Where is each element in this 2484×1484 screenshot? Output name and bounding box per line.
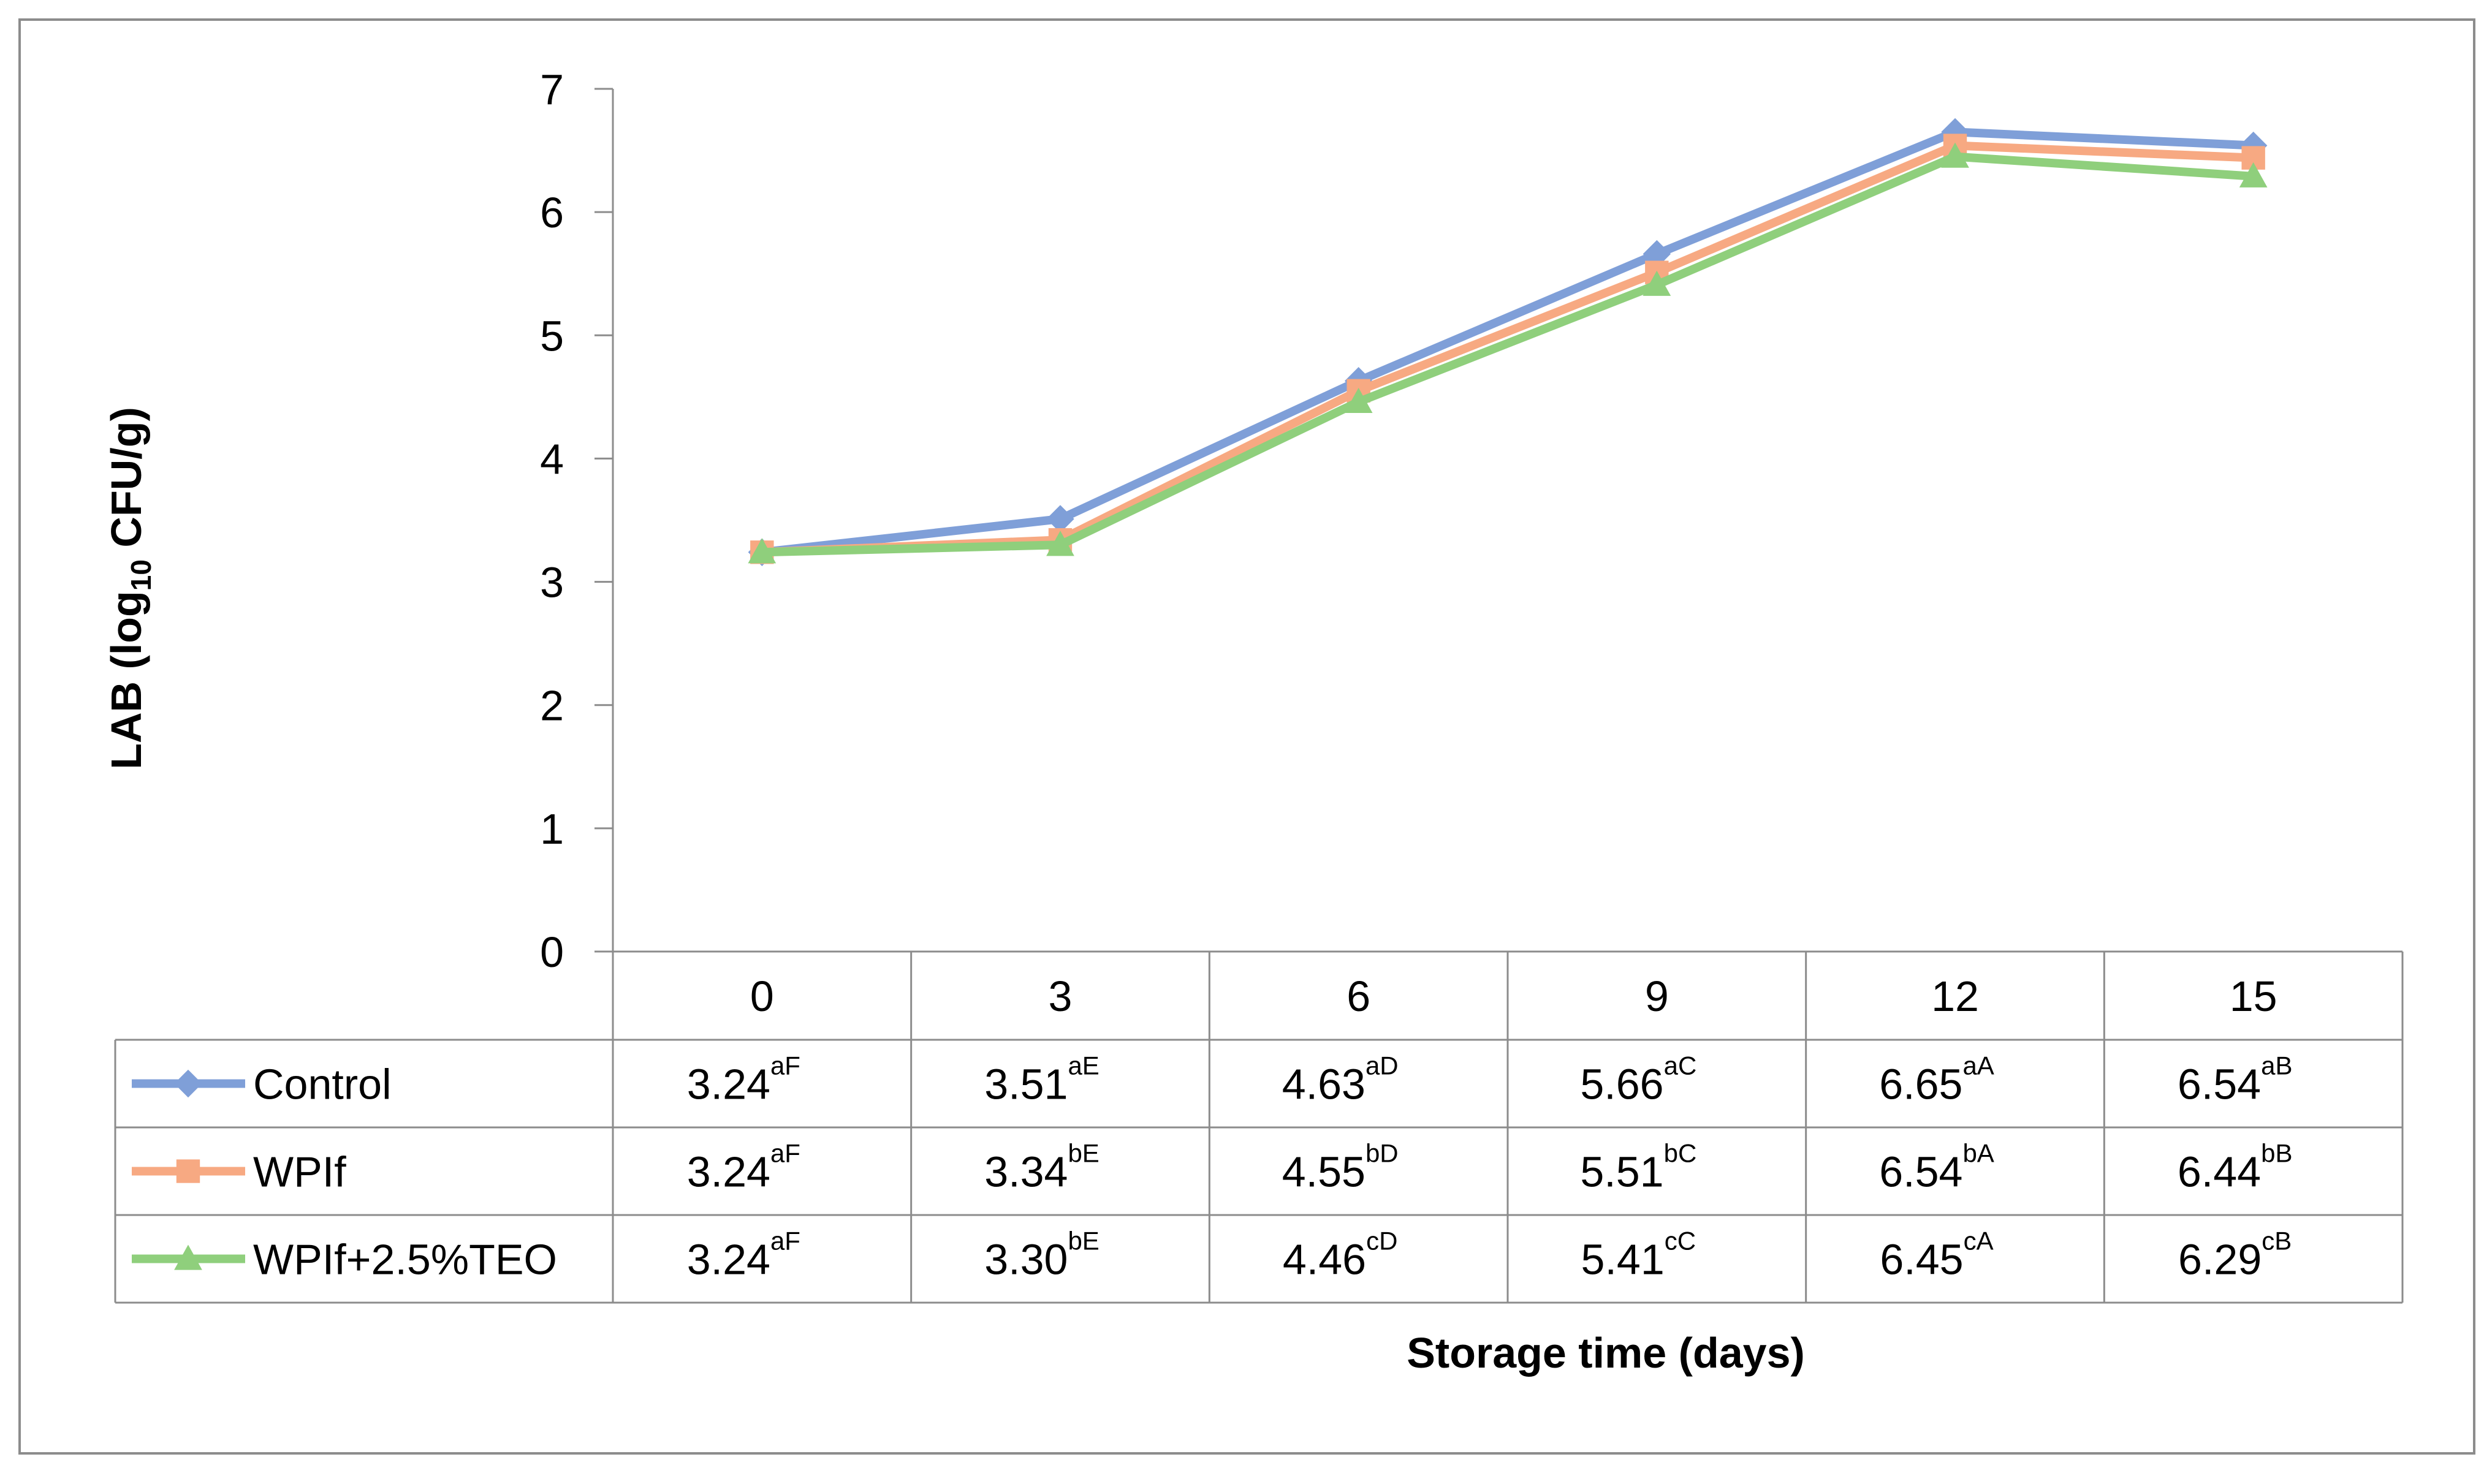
- data-label: 6.54bA: [1879, 1139, 1994, 1196]
- legend-marker: [174, 1244, 202, 1270]
- x-tick-label: 6: [1346, 972, 1370, 1020]
- x-tick-label: 15: [2230, 972, 2277, 1020]
- series-lines: [748, 118, 2268, 567]
- x-tick-label: 12: [1931, 972, 1979, 1020]
- data-label: 6.44bB: [2178, 1139, 2293, 1196]
- data-label: 4.55bD: [1282, 1139, 1399, 1196]
- y-axis-title: LAB (log10 CFU/g): [102, 407, 157, 770]
- data-table-grid: [114, 950, 2404, 1304]
- legend-entry: WPIf+2.5%TEO: [132, 1236, 557, 1284]
- data-label: 6.54aB: [2178, 1051, 2293, 1108]
- series-line: [761, 127, 2254, 557]
- y-tick-label: 0: [540, 928, 564, 976]
- y-tick-label: 6: [540, 189, 564, 237]
- data-label: 3.34bE: [984, 1139, 1100, 1196]
- data-label: 6.65aA: [1879, 1051, 1994, 1108]
- data-label: 3.24aF: [687, 1227, 800, 1284]
- legend-entry: Control: [132, 1061, 392, 1108]
- data-point: [2239, 162, 2268, 187]
- data-point: [1643, 270, 1671, 296]
- y-tick-label: 1: [540, 805, 564, 853]
- data-point: [1941, 142, 1969, 168]
- data-label: 5.41cC: [1581, 1227, 1696, 1284]
- data-label: 3.51aE: [984, 1051, 1100, 1108]
- x-tick-label: 0: [750, 972, 774, 1020]
- series-2: [748, 142, 2268, 564]
- data-label: 4.46cD: [1283, 1227, 1398, 1284]
- legend-marker: [174, 1069, 202, 1098]
- x-axis-title: Storage time (days): [1407, 1329, 1805, 1377]
- x-tick-label: 9: [1645, 972, 1669, 1020]
- data-label: 4.63aD: [1282, 1051, 1399, 1108]
- data-label: 3.24aF: [687, 1051, 800, 1108]
- data-point: [1046, 531, 1074, 556]
- data-label: 3.30bE: [984, 1227, 1100, 1284]
- y-tick-label: 3: [540, 559, 564, 607]
- data-label: 6.45cA: [1880, 1227, 1993, 1284]
- y-tick-label: 5: [540, 312, 564, 360]
- data-label: 3.24aF: [687, 1139, 800, 1196]
- legend-entry: WPIf: [132, 1148, 346, 1196]
- data-point: [748, 538, 777, 564]
- legend-marker: [176, 1159, 200, 1183]
- y-tick-label: 4: [540, 435, 564, 483]
- y-tick-label: 7: [540, 66, 564, 113]
- legend-label: WPIf: [253, 1148, 346, 1196]
- data-label: 5.51bC: [1580, 1139, 1696, 1196]
- series-line: [762, 152, 2254, 557]
- x-tick-label: 3: [1049, 972, 1073, 1020]
- legend-label: Control: [253, 1061, 392, 1108]
- y-tick-label: 2: [540, 682, 564, 730]
- legend-label: WPIf+2.5%TEO: [253, 1236, 557, 1284]
- data-label: 6.29cB: [2178, 1227, 2292, 1284]
- data-label: 5.66aC: [1580, 1051, 1696, 1108]
- data-point: [1344, 387, 1373, 414]
- data-table: 0 3 6 9 12 15 Control 3.24aF 3.51aE 4.63aD 5.66aC 6…: [132, 972, 2292, 1284]
- y-axis: 0 1 2 3 4 5 6 7: [540, 66, 614, 976]
